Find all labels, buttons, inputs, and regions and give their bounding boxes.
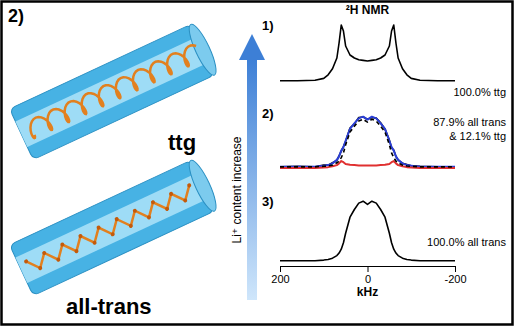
tick-label: 0 <box>365 273 371 285</box>
panel-label: 2) <box>8 6 24 26</box>
chain-atom <box>92 240 97 245</box>
spectrum-number: 1) <box>262 18 274 33</box>
chain-atom <box>110 232 115 237</box>
chain-atom <box>128 223 133 228</box>
chain-atom <box>146 215 151 220</box>
spectrum-line <box>280 117 455 167</box>
arrow-head <box>239 34 265 60</box>
chain-atom <box>168 191 173 196</box>
axis-title: kHz <box>357 285 378 299</box>
chain-atom <box>74 249 79 254</box>
tick: 200 <box>271 266 289 285</box>
chain-atom <box>187 183 192 188</box>
chain-atom <box>38 265 43 270</box>
spectrum-label: 87.9% all trans& 12.1% ttg <box>433 116 506 142</box>
all-trans-chain <box>26 185 194 272</box>
channel-wall <box>10 24 215 159</box>
frame <box>2 2 513 325</box>
spectrum-line <box>280 117 455 167</box>
spectrum-line <box>280 25 455 81</box>
plot-area <box>280 25 455 81</box>
channel <box>10 21 221 159</box>
spectrum-number: 3) <box>262 194 274 209</box>
spectrum-label: 100.0% ttg <box>453 86 506 98</box>
channel-end <box>184 21 220 78</box>
plot-area <box>280 201 455 261</box>
tick: -200 <box>444 266 466 285</box>
tick-mark <box>455 266 456 272</box>
tick-mark <box>368 266 369 272</box>
spectrum-line <box>280 119 455 167</box>
tick-label: -200 <box>444 273 466 285</box>
chain-atom <box>164 206 169 211</box>
arrow-label: Li⁺ content increase <box>230 136 244 243</box>
tick-mark <box>280 266 281 272</box>
chain-atom <box>42 250 47 255</box>
chain-atom <box>56 257 61 262</box>
chain-atom <box>78 233 83 238</box>
chain-atom <box>60 242 65 247</box>
chain-atom <box>183 198 188 203</box>
chain-atom <box>114 217 119 222</box>
arrow-shaft <box>247 58 257 300</box>
spectrum-label: 100.0% all trans <box>427 236 506 248</box>
chain-atom <box>23 259 28 264</box>
spectrum-line <box>280 201 455 261</box>
illustration-label: all-trans <box>66 294 152 319</box>
tick-label: 200 <box>271 273 289 285</box>
figure: 2) ttg all-trans Li⁺ content increase ²H NMR… <box>0 0 514 326</box>
channel-end <box>184 157 220 214</box>
chain-atom <box>150 200 155 205</box>
illustration-label: ttg <box>168 130 196 155</box>
channel-wall <box>10 160 215 295</box>
channel-groove <box>15 173 208 283</box>
x-axis: 200 0 -200 <box>271 266 466 285</box>
spectrum-number: 2) <box>262 106 274 121</box>
plot-area <box>280 117 455 168</box>
channel <box>10 157 221 295</box>
chain-atom <box>132 208 137 213</box>
chain-atom <box>96 225 101 230</box>
ttg-chain <box>26 43 203 138</box>
chart-title: ²H NMR <box>346 3 390 17</box>
tick: 0 <box>365 266 371 285</box>
